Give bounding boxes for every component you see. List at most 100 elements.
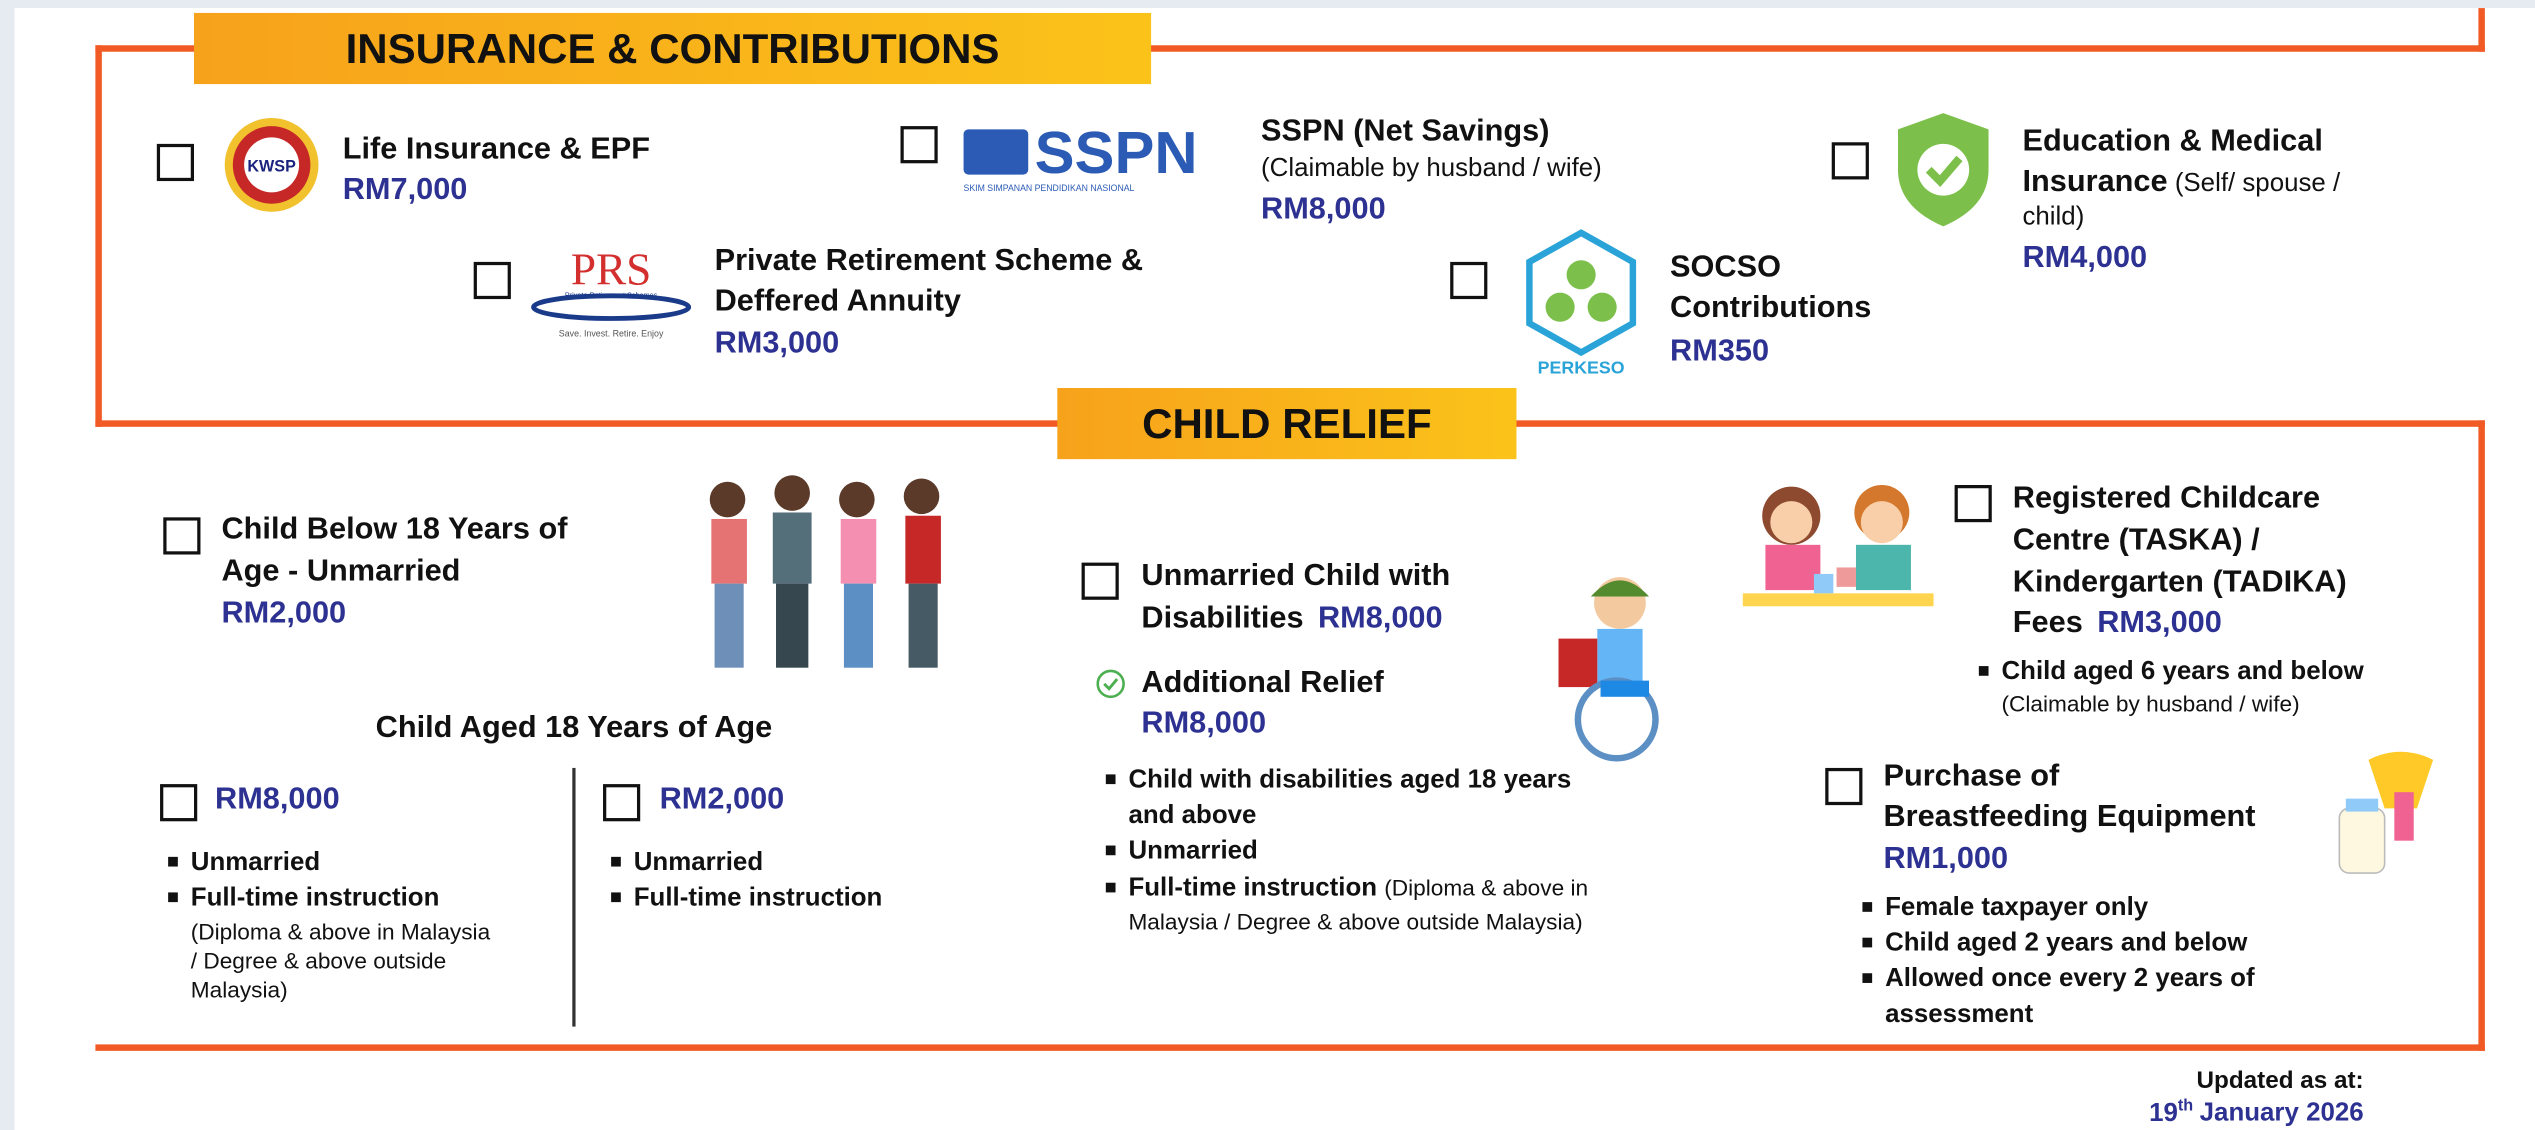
illustration [2304,744,2456,877]
checkbox[interactable] [1955,485,1992,522]
bullet-cont: and above [1128,803,1256,829]
logo-text: PRS [571,245,652,295]
note: (Diploma & above in Malaysia [191,920,490,943]
footer-date: 19th January 2026 [2149,1099,2363,1127]
frame-line [2478,8,2484,52]
checkbox[interactable] [163,517,200,554]
amount: RM2,000 [660,784,785,815]
checkbox[interactable] [1450,262,1487,299]
item-title: Life Insurance & EPF [343,134,650,165]
bullet: Unmarried [168,850,320,876]
checkbox[interactable] [1832,142,1869,179]
bullet: Unmarried [1106,839,1258,865]
amount: RM8,000 [1318,601,1443,635]
checkbox[interactable] [603,784,640,821]
section-title: CHILD RELIEF [1057,388,1516,459]
checkbox[interactable] [901,126,938,163]
note: (Diploma & above in [1384,875,1588,901]
subheading: Child Aged 18 Years of Age [376,713,773,744]
logo-text: PERKESO [1538,357,1625,377]
bullet: Child aged 6 years and below [1979,660,2364,686]
note: (Self/ spouse / [2175,170,2340,197]
bullet-line: Full-time instruction (Diploma & above i… [1106,876,1588,902]
amount: RM2,000 [221,598,346,629]
note: / Degree & above outside [191,949,446,972]
amount: RM4,000 [2022,243,2147,274]
item-title: Registered Childcare [2013,483,2320,514]
logo-caption: Private Retirement Schemes [565,290,658,299]
item-title: Deffered Annuity [715,286,961,317]
item-title: Purchase of [1883,761,2059,792]
footer-month: January 2026 [2200,1100,2364,1127]
amount: RM8,000 [1261,194,1386,225]
amount: RM1,000 [1883,844,2008,875]
item-title: Education & Medical [2022,126,2322,157]
note: child) [2022,205,2084,231]
item-title-line: Insurance (Self/ spouse / [2022,167,2340,198]
item-title: SOCSO [1670,252,1781,283]
logo-tagline: Save. Invest. Retire. Enjoy [559,328,664,338]
logo: SSPN SKIM SIMPANAN PENDIDIKAN NASIONAL [964,120,1232,194]
bullet: Allowed once every 2 years of [1862,967,2254,993]
footer-label: Updated as at: [2197,1069,2364,1093]
page: {"insurance":{"title":"INSURANCE & CONTR… [0,0,2535,1130]
note: Malaysia) [191,978,288,1001]
checkbox[interactable] [1825,768,1862,805]
item-title: Fees [2013,606,2083,640]
amount: RM8,000 [215,784,340,815]
footer-day: 19 [2149,1100,2178,1127]
check-icon [1096,669,1125,698]
bullet: Full-time instruction [168,886,439,912]
bullet: Unmarried [611,850,763,876]
logo: PRS Private Retirement Schemes Save. Inv… [530,246,692,343]
checkbox[interactable] [474,262,511,299]
note: (Claimable by husband / wife) [2001,692,2299,715]
item-title: SSPN (Net Savings) [1261,116,1549,147]
item-title: Additional Relief [1141,668,1383,699]
frame-line [95,45,101,427]
divider [572,768,575,1027]
amount: RM7,000 [343,175,468,206]
amount: RM3,000 [715,328,840,359]
item-title: Kindergarten (TADIKA) [2013,567,2347,598]
item-title: Child Below 18 Years of [221,514,567,545]
bullet: Female taxpayer only [1862,896,2148,922]
item-title: Centre (TASKA) / [2013,525,2260,556]
logo-text: SSPN [1035,119,1198,186]
logo: KWSP [223,116,320,213]
illustration [1743,477,1934,610]
footer-suffix: th [2178,1098,2193,1116]
logo-text: KWSP [247,157,296,175]
checkbox[interactable] [157,144,194,181]
item-title: Insurance [2022,165,2167,199]
checkbox[interactable] [1082,563,1119,600]
amount: RM350 [1670,336,1769,367]
amount: RM3,000 [2097,606,2222,640]
frame-line [2478,420,2484,1051]
item-title-line: Disabilities RM8,000 [1141,603,1442,634]
section-title: INSURANCE & CONTRIBUTIONS [194,13,1151,84]
item-title: Contributions [1670,293,1871,324]
bullet-cont: assessment [1885,1002,2033,1028]
illustration [695,477,980,671]
frame-line [95,1044,2484,1050]
logo-caption: SKIM SIMPANAN PENDIDIKAN NASIONAL [964,183,1135,193]
bullet: Full-time instruction [1106,875,1377,902]
amount: RM8,000 [1141,708,1266,739]
logo [1895,113,1992,226]
bullet: Child with disabilities aged 18 years [1106,768,1571,794]
item-title: Breastfeeding Equipment [1883,802,2255,833]
item-title-line: Fees RM3,000 [2013,608,2222,639]
illustration [1552,574,1675,762]
item-title: Unmarried Child with [1141,561,1450,592]
bullet: Full-time instruction [611,886,882,912]
item-title: Disabilities [1141,601,1303,635]
logo: PERKESO [1520,230,1643,379]
item-title: Age - Unmarried [221,556,460,587]
checkbox[interactable] [160,784,197,821]
note: (Claimable by husband / wife) [1261,157,1602,183]
item-title: Private Retirement Scheme & [715,246,1144,277]
stage: INSURANCE & CONTRIBUTIONS CHILD RELIEF K… [0,0,2535,1130]
note: Malaysia / Degree & above outside Malays… [1128,910,1582,933]
bullet: Child aged 2 years and below [1862,931,2247,957]
